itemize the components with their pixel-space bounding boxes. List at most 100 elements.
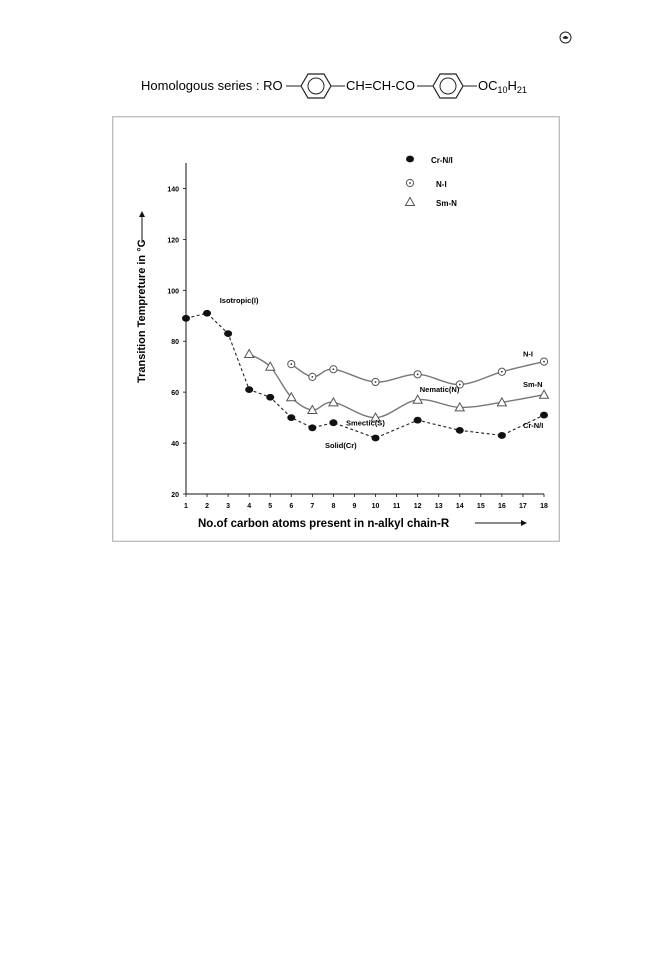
series-layer [182,309,550,442]
y-tick-label: 20 [171,492,179,499]
x-tick-label: 5 [268,503,272,510]
legend: Cr-N/I N-I Sm-N [404,155,457,208]
data-point-n-i-dot [311,375,314,378]
x-tick-label: 14 [456,503,464,510]
annotation-label: Smectic(S) [346,418,385,427]
data-point-n-i [371,377,380,387]
legend-label-cr-n-i: Cr-N/I [431,156,453,165]
annotation-label: Solid(Cr) [325,441,357,450]
data-point-n-i [497,367,506,376]
data-point-cr-n-i [371,434,380,442]
benzene-ring-icon [432,73,464,99]
x-tick-label: 15 [477,503,485,510]
x-tick-label: 2 [205,503,209,510]
legend-marker-sm-n [404,196,416,206]
data-point-sm-n [496,396,508,407]
data-point-n-i [413,370,422,379]
data-point-n-i-dot [290,363,293,366]
legend-marker-n-i-dot [409,182,411,184]
linking-group: CH=CH-CO [346,78,415,93]
data-point-sm-n [538,389,550,399]
x-tick-label: 4 [247,503,251,510]
x-tick-label: 1 [184,503,188,510]
y-tick-label: 40 [171,441,179,448]
data-point-cr-n-i [308,424,317,432]
data-point-sm-n [243,348,255,358]
data-point-cr-n-i [245,386,254,394]
data-point-sm-n [285,391,297,402]
series-prefix: Homologous series : RO [141,78,283,93]
legend-item-n-i: N-I [405,178,447,189]
annotation-label: Sm-N [523,380,543,389]
x-tick-label: 11 [393,503,401,510]
x-axis-label: No.of carbon atoms present in n-alkyl ch… [198,518,450,530]
data-point-sm-n [264,361,276,371]
data-point-cr-n-i [455,426,464,434]
data-point-cr-n-i [329,419,338,427]
legend-item-sm-n: Sm-N [404,196,457,208]
data-point-sm-n [370,412,381,422]
data-point-cr-n-i [497,432,506,439]
data-point-n-i-dot [543,360,545,363]
data-point-cr-n-i [182,314,190,322]
x-tick-label: 8 [331,503,335,510]
x-axis-arrow-icon [475,520,527,526]
data-point-sm-n [306,404,318,414]
x-tick-label: 9 [353,503,357,510]
homologous-series-header: Homologous series : RO CH=CH-CO OC10H21 [141,72,561,102]
x-tick-label: 12 [414,503,422,510]
y-tick-label: 80 [171,339,179,346]
legend-label-sm-n: Sm-N [436,199,457,208]
data-point-cr-n-i [287,414,296,422]
x-tick-label: 3 [226,503,230,510]
series-n-i [287,357,549,389]
y-tick-label: 100 [167,288,179,295]
data-point-sm-n [454,401,466,412]
x-tick-label: 16 [498,503,506,510]
legend-marker-cr-n-i [406,155,414,163]
data-point-cr-n-i [266,393,275,401]
annotations: Isotropic(I) N-I Nematic(N) Sm-N Smectic(S) C… [220,296,544,450]
x-tick-label: 7 [310,503,314,510]
data-point-n-i-dot [332,368,335,371]
x-tick-label: 6 [289,503,293,510]
annotation-label: Cr-N/I [523,421,543,430]
data-point-n-i [539,357,549,366]
data-point-n-i [287,360,296,369]
series-cr-n-i [182,309,548,442]
x-tick-label: 18 [540,503,548,510]
data-point-cr-n-i [413,416,422,424]
y-tick-label: 140 [167,186,179,193]
legend-label-n-i: N-I [436,180,447,189]
y-axis-arrow-icon [139,211,145,243]
data-point-cr-n-i [540,411,548,419]
data-point-n-i-dot [416,373,419,376]
data-point-n-i [308,372,317,381]
data-point-n-i-dot [374,381,377,383]
x-tick-label: 10 [372,503,380,510]
chart-frame: 1 2 3 4 5 6 7 8 9 10 11 12 13 14 15 16 17 18 20 40 60 80 100 12… [112,116,560,542]
annotation-label: N-I [523,350,533,359]
transition-temperature-chart: 1 2 3 4 5 6 7 8 9 10 11 12 13 14 15 16 17 182040608010012… [136,155,550,530]
annotation-label: Nematic(N) [420,385,460,394]
page-corner-icon [559,31,572,44]
terminal-group: OC10H21 [478,78,527,95]
series-sm-n [243,348,550,422]
data-point-n-i [329,365,338,374]
y-axis-label: Transition Tempreture in °C [136,239,148,383]
x-tick-label: 13 [435,503,443,510]
axes: 1 2 3 4 5 6 7 8 9 10 11 12 13 14 15 16 17 182040608010012… [167,163,548,510]
x-tick-label: 17 [519,503,527,510]
data-point-n-i [455,380,464,389]
data-point-n-i-dot [458,383,461,386]
legend-marker-n-i [405,178,415,188]
benzene-ring-icon [300,73,332,99]
series-line-sm-n [248,353,545,419]
data-point-sm-n [328,396,339,407]
chemical-structure: Homologous series : RO CH=CH-CO OC10H21 [141,73,527,99]
y-tick-label: 60 [171,390,179,397]
annotation-label: Isotropic(I) [220,296,259,305]
data-point-n-i-dot [500,370,503,373]
data-point-cr-n-i [224,330,233,337]
data-point-cr-n-i [203,309,212,317]
